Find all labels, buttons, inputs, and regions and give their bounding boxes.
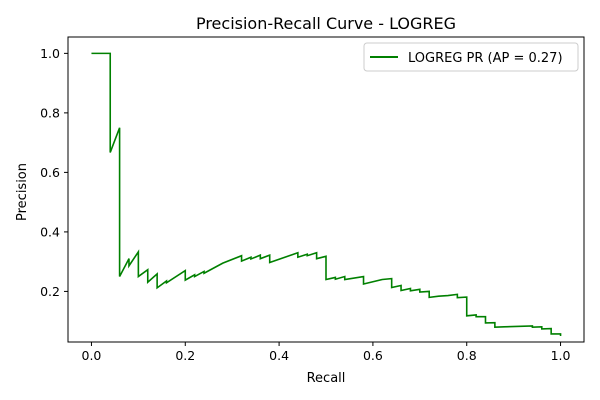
x-tick-label: 1.0: [551, 348, 571, 363]
series-line-0: [91, 52, 562, 337]
y-tick-label: 0.2: [40, 284, 60, 299]
x-tick-label: 0.6: [363, 348, 383, 363]
y-axis-label: Precision: [15, 163, 30, 221]
legend-label-logreg: LOGREG PR (AP = 0.27): [408, 51, 563, 66]
x-tick-label: 0.0: [82, 348, 102, 363]
x-tick-label: 0.4: [269, 348, 289, 363]
plot-area: 0.0 0.2 0.4 0.6 0.8 1.0 0.2 0.4 0.6 0.8 1.0: [40, 36, 585, 363]
x-axis-ticks: 0.0 0.2 0.4 0.6 0.8 1.0: [82, 342, 571, 363]
y-tick-label: 0.4: [40, 224, 60, 239]
chart-title: Precision-Recall Curve - LOGREG: [196, 14, 456, 33]
x-axis-label: Recall: [307, 371, 346, 386]
x-tick-label: 0.2: [175, 348, 195, 363]
y-tick-label: 0.8: [40, 105, 60, 120]
series-layer: [91, 52, 562, 337]
y-tick-label: 1.0: [40, 46, 60, 61]
plot-frame: [67, 36, 585, 343]
legend-box: [363, 42, 579, 72]
legend: LOGREG PR (AP = 0.27): [363, 42, 579, 72]
y-tick-label: 0.6: [40, 165, 60, 180]
y-axis-ticks: 0.2 0.4 0.6 0.8 1.0: [40, 46, 68, 299]
x-tick-label: 0.8: [457, 348, 477, 363]
